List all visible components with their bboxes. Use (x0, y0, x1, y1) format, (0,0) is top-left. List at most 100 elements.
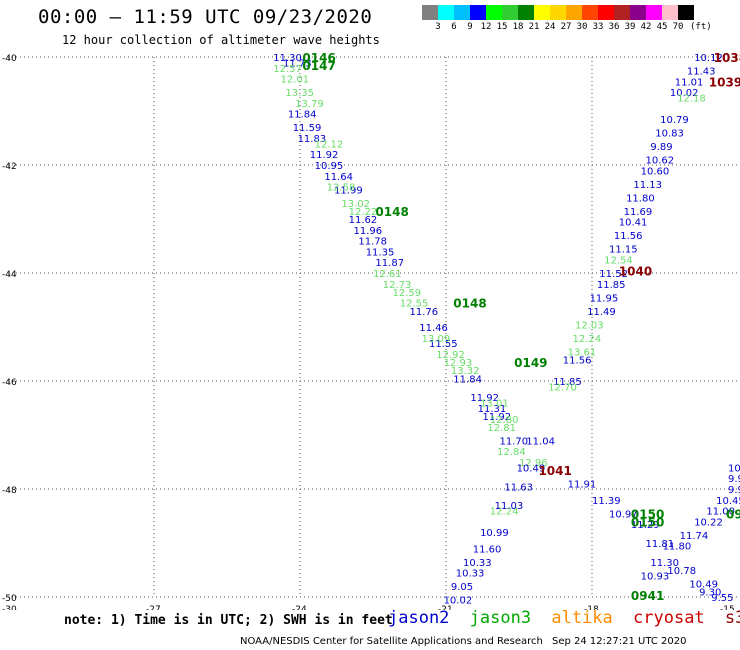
wave-height-value: 12.01 (281, 75, 310, 86)
wave-height-value: 11.76 (410, 307, 439, 318)
wave-height-value: 10.33 (456, 569, 485, 580)
wave-height-value: 11.62 (349, 215, 378, 226)
wave-height-value: 12.80 (490, 415, 519, 426)
wave-height-value: 11.73 (283, 58, 312, 69)
legend-jason2: jason2 (388, 608, 450, 628)
wave-height-value: 11.80 (663, 542, 692, 553)
wave-height-value: 12.22 (349, 207, 378, 218)
wave-height-value: 10.02 (444, 596, 473, 607)
wave-height-value: 12.81 (487, 423, 516, 434)
pass-time-label: 0146 (302, 51, 335, 65)
wave-height-value: 11.92 (483, 412, 512, 423)
colorbar-swatch (662, 5, 678, 20)
pass-time-label: 0148 (453, 297, 486, 311)
colorbar-tick-label: 15 (496, 22, 508, 32)
wave-height-value: 11.59 (293, 123, 322, 134)
wave-height-value: 11.55 (429, 339, 458, 350)
wave-height-value: 10.97 (609, 509, 638, 520)
wave-height-value: 12.59 (392, 288, 421, 299)
colorbar-tick-label: 21 (528, 22, 540, 32)
wave-height-value: 12.73 (383, 280, 412, 291)
wave-height-value: 11.56 (563, 355, 592, 366)
colorbar-swatch (678, 5, 694, 20)
wave-height-value: 11.81 (646, 539, 675, 550)
pass-time-label: 0149 (514, 356, 547, 370)
satellite-legend: jason2 jason3 altika cryosat s3a (388, 608, 740, 628)
wave-height-value: 10.79 (660, 115, 689, 126)
wave-height-value: 13.61 (568, 347, 597, 358)
pass-time-label: 1040 (619, 264, 652, 278)
wave-height-value: 9.9 (728, 474, 740, 485)
colorbar-tick-label: 27 (560, 22, 572, 32)
pass-time-label: 1038 (714, 51, 740, 65)
wave-height-value: 12.61 (373, 269, 402, 280)
wave-height-value: 11.83 (298, 134, 327, 145)
wave-height-value: 12.55 (400, 299, 429, 310)
wave-height-value: 11.96 (354, 226, 383, 237)
wave-height-value: 10.83 (655, 129, 684, 140)
wave-height-value: 11.15 (609, 245, 638, 256)
pass-time-label: 0150 (631, 507, 664, 521)
colorbar-tick-label: 33 (592, 22, 604, 32)
colorbar-swatch (582, 5, 598, 20)
colorbar-swatch (486, 5, 502, 20)
wave-height-value: 11.80 (626, 193, 655, 204)
wave-height-value: 11.85 (597, 280, 626, 291)
wave-height-value: 10.02 (670, 88, 699, 99)
pass-time-label: 0147 (302, 59, 335, 73)
wave-height-tracks: 11.3011.7311.8411.5911.8311.9210.9511.64… (273, 53, 740, 607)
wave-height-value: 13.32 (451, 366, 480, 377)
wave-height-value: 11.01 (675, 77, 704, 88)
wave-height-value: 10.99 (480, 528, 509, 539)
wave-height-value: 12.92 (436, 350, 465, 361)
wave-height-value: 12.96 (519, 458, 548, 469)
wave-height-value: 12.24 (573, 334, 602, 345)
wave-height-value: 11.92 (310, 150, 339, 161)
wave-height-value: 11.13 (633, 180, 662, 191)
colorbar-swatch (422, 5, 438, 20)
pass-time-label: 1039 (709, 75, 740, 89)
wave-height-value: 10.60 (641, 166, 670, 177)
wave-height-value: 10.49 (689, 580, 718, 591)
colorbar-swatch (470, 5, 486, 20)
legend-cryosat: cryosat (633, 608, 705, 628)
colorbar-swatch (550, 5, 566, 20)
wave-height-value: 11.85 (553, 377, 582, 388)
wave-height-value: 11.03 (495, 501, 524, 512)
wave-height-value: 13.79 (295, 99, 324, 110)
wave-height-value: 12.84 (497, 447, 526, 458)
wave-height-value: 12.58 (327, 183, 356, 194)
wave-height-value: 13.35 (285, 88, 314, 99)
colorbar-swatch (502, 5, 518, 20)
wave-height-value: 11.84 (453, 374, 482, 385)
colorbar-tick-label: 12 (480, 22, 492, 32)
map-grid (8, 56, 738, 598)
wave-height-value: 12.24 (490, 507, 519, 518)
wave-height-value: 11.39 (592, 496, 621, 507)
wave-height-value: 11.52 (599, 269, 628, 280)
satellite-track: 109.99.9210.4511.0010.2211.7411.8011.301… (641, 463, 740, 582)
wave-height-value: 11.46 (419, 323, 448, 334)
wave-height-value: 9.89 (650, 142, 672, 153)
wave-height-value: 11.74 (680, 531, 709, 542)
wave-height-value: 10.78 (667, 566, 696, 577)
wave-height-value: 11.92 (470, 393, 499, 404)
colorbar-unit: (ft) (690, 22, 712, 32)
satellite-track: 10.1211.4311.0110.0210.7910.839.8910.621… (444, 53, 723, 607)
map-axis-labels: -40 -42 -44 -46 -48 -50-30 -27 -24 -21 -18 -15 (2, 54, 735, 610)
satellite-track: 12.18 12.54 12.03 12.24 13.61 12.70 (548, 94, 706, 394)
colorbar-swatch (598, 5, 614, 20)
colorbar-swatch (614, 5, 630, 20)
footer-credit: NOAA/NESDIS Center for Satellite Applica… (240, 636, 543, 647)
colorbar-tick-label: 30 (576, 22, 588, 32)
wave-height-value: 11.56 (614, 231, 643, 242)
wave-height-value: 10.62 (646, 156, 675, 167)
lat-axis-label: -46 (2, 378, 17, 388)
wave-height-value: 11.63 (504, 482, 533, 493)
lat-axis-label: -48 (2, 486, 17, 496)
colorbar-tick-label: 70 (672, 22, 684, 32)
colorbar-tick-label: 3 (435, 22, 441, 32)
pass-time-labels: 0146014701480148014901500150094109103810… (302, 51, 740, 603)
pass-time-label: 09 (726, 507, 740, 521)
